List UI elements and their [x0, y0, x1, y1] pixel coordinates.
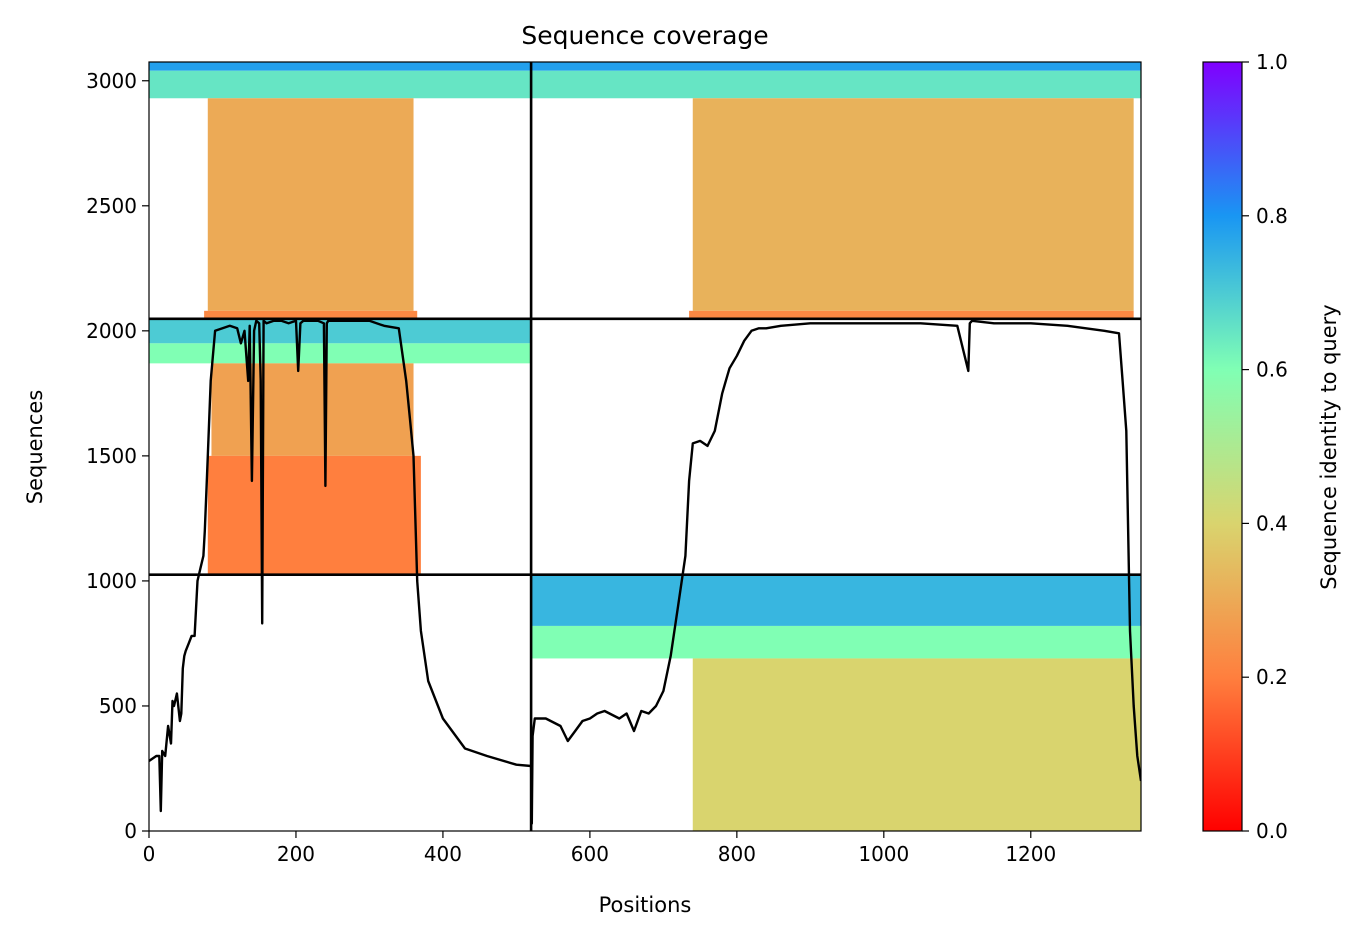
chart-title: Sequence coverage [521, 21, 768, 50]
heatmap-band [204, 310, 418, 319]
segment-boundaries [149, 62, 1141, 831]
x-tick-label: 600 [571, 842, 609, 866]
colorbar-ticks: 0.0 0.2 0.4 0.6 0.8 1.0 [1242, 50, 1288, 843]
colorbar-tick-label: 0.2 [1256, 665, 1288, 689]
heatmap-band [692, 98, 1134, 311]
heatmap-band [531, 62, 1141, 71]
x-tick-label: 800 [718, 842, 756, 866]
x-tick-label: 400 [424, 842, 462, 866]
heatmap-band [149, 70, 532, 99]
heatmap-band [207, 455, 421, 575]
heatmap-band [211, 363, 414, 456]
y-tick-label: 2500 [86, 194, 137, 218]
x-axis-label: Positions [599, 893, 692, 917]
y-tick-label: 0 [124, 819, 137, 843]
y-tick-label: 3000 [86, 69, 137, 93]
colorbar-tick-label: 1.0 [1256, 50, 1288, 74]
colorbar-tick-label: 0.0 [1256, 819, 1288, 843]
x-tick-label: 1200 [1005, 842, 1056, 866]
x-tick-label: 0 [143, 842, 156, 866]
plot-area [149, 62, 1141, 831]
y-tick-label: 1000 [86, 569, 137, 593]
y-tick-label: 500 [99, 694, 137, 718]
heatmap-band [149, 318, 532, 344]
x-tick-label: 1000 [858, 842, 909, 866]
heatmap-band [149, 62, 532, 71]
heatmap-blocks [149, 62, 1141, 831]
heatmap-band [207, 98, 414, 311]
colorbar-tick-label: 0.6 [1256, 358, 1288, 382]
heatmap-band [689, 310, 1134, 319]
y-axis: 0 500 1000 1500 2000 2500 3000 [86, 69, 149, 843]
colorbar: 0.0 0.2 0.4 0.6 0.8 1.0 Sequence identity to … [1202, 50, 1341, 843]
colorbar-tick-label: 0.8 [1256, 204, 1288, 228]
heatmap-band [531, 625, 1141, 659]
heatmap-band [531, 574, 1141, 626]
x-axis: 0 200 400 600 800 1000 1200 [143, 831, 1056, 866]
colorbar-label: Sequence identity to query [1317, 304, 1341, 589]
heatmap-band [692, 658, 1141, 831]
colorbar-tick-label: 0.4 [1256, 511, 1288, 535]
colorbar-gradient [1202, 61, 1243, 832]
plot-frame [148, 61, 1142, 832]
x-tick-label: 200 [277, 842, 315, 866]
heatmap-band [531, 70, 1141, 99]
heatmap-band [149, 343, 532, 364]
y-tick-label: 2000 [86, 319, 137, 343]
coverage-line [149, 319, 1141, 825]
y-axis-label: Sequences [23, 390, 47, 505]
y-tick-label: 1500 [86, 444, 137, 468]
